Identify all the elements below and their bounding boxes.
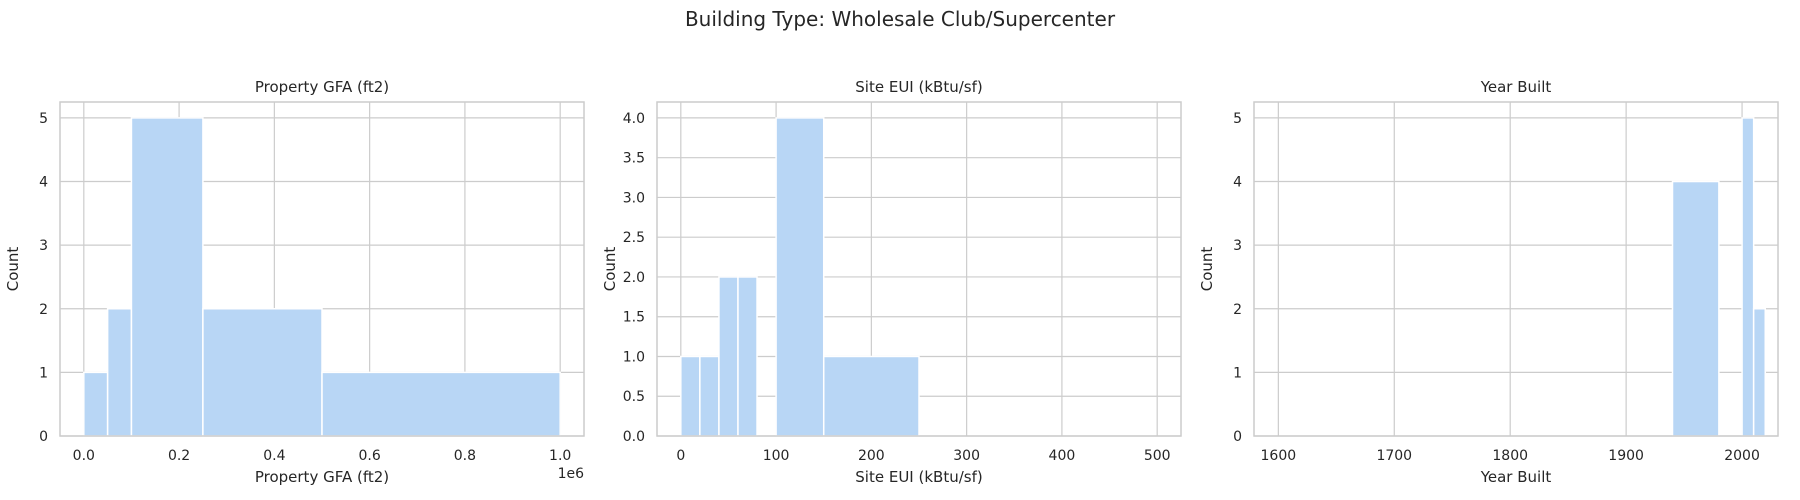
y-tick-label-3: 2 bbox=[1233, 302, 1242, 318]
y-axis-label: Count bbox=[601, 247, 619, 292]
x-tick-label-2: 0.2 bbox=[168, 448, 190, 464]
histogram-bar-5 bbox=[775, 117, 825, 437]
x-tick-label-3: 200 bbox=[858, 448, 885, 464]
x-tick-label-5: 0.8 bbox=[454, 448, 476, 464]
x-tick-label-6: 1.0 bbox=[549, 448, 571, 464]
histogram-bar-2 bbox=[1741, 117, 1755, 437]
y-tick-label-4: 3 bbox=[1233, 238, 1242, 254]
x-tick-label-1: 0 bbox=[676, 448, 685, 464]
axes-frame bbox=[656, 101, 1182, 437]
x-tick-label-1: 0.0 bbox=[73, 448, 95, 464]
histogram-bar-1 bbox=[1671, 180, 1720, 437]
y-tick-label-5: 2.0 bbox=[623, 270, 645, 286]
histogram-bar-3 bbox=[130, 117, 204, 437]
y-axis-label: Count bbox=[4, 247, 22, 292]
y-tick-label-9: 4.0 bbox=[623, 111, 645, 127]
x-tick-label-2: 1700 bbox=[1376, 448, 1412, 464]
x-tick-label-1: 1600 bbox=[1261, 448, 1297, 464]
y-tick-label-2: 1 bbox=[1233, 365, 1242, 381]
histogram-bar-3 bbox=[1752, 308, 1766, 437]
x-axis-label: Site EUI (kBtu/sf) bbox=[855, 468, 982, 486]
x-tick-label-4: 0.6 bbox=[359, 448, 381, 464]
x-tick-label-3: 1800 bbox=[1492, 448, 1528, 464]
y-tick-label-8: 3.5 bbox=[623, 151, 645, 167]
y-axis-label: Count bbox=[1198, 247, 1216, 292]
y-tick-label-3: 1.0 bbox=[623, 349, 645, 365]
y-tick-label-4: 3 bbox=[39, 238, 48, 254]
x-tick-label-4: 300 bbox=[953, 448, 980, 464]
histogram-bar-6 bbox=[822, 355, 920, 437]
histogram-bar-3 bbox=[718, 276, 739, 437]
axes-frame bbox=[1253, 101, 1779, 437]
chart-title: Year Built bbox=[1480, 78, 1552, 96]
x-axis-offset-label: 1e6 bbox=[558, 466, 585, 482]
histogram-bar-1 bbox=[83, 371, 109, 437]
y-tick-label-6: 5 bbox=[1233, 111, 1242, 127]
y-tick-label-5: 4 bbox=[39, 175, 48, 191]
y-tick-label-1: 0.0 bbox=[623, 429, 645, 445]
x-tick-label-3: 0.4 bbox=[263, 448, 285, 464]
chart-panel-3: 1600 1700 1800 1900 2000 0 1 2 3 4 5 Year Built Year… bbox=[1198, 78, 1779, 486]
x-axis-label: Year Built bbox=[1480, 468, 1552, 486]
y-tick-label-1: 0 bbox=[1233, 429, 1242, 445]
x-tick-label-2: 100 bbox=[763, 448, 790, 464]
x-tick-label-6: 500 bbox=[1144, 448, 1171, 464]
y-tick-label-2: 1 bbox=[39, 365, 48, 381]
x-tick-label-5: 400 bbox=[1049, 448, 1076, 464]
y-tick-label-2: 0.5 bbox=[623, 389, 645, 405]
y-tick-label-3: 2 bbox=[39, 302, 48, 318]
x-tick-label-5: 2000 bbox=[1724, 448, 1760, 464]
axes-frame bbox=[59, 101, 585, 437]
y-tick-label-4: 1.5 bbox=[623, 310, 645, 326]
chart-panel-1: 0.0 0.2 0.4 0.6 0.8 1.0 0 1 2 3 4 5 Property GFA (ft… bbox=[4, 78, 585, 486]
histogram-bar-2 bbox=[106, 308, 133, 437]
histogram-bar-2 bbox=[699, 355, 720, 437]
y-tick-label-7: 3.0 bbox=[623, 190, 645, 206]
histogram-bar-1 bbox=[680, 355, 701, 437]
chart-panel-2: 0 100 200 300 400 500 0.0 0.5 1.0 1.5 2.0 2.5 3.0 3.5… bbox=[601, 78, 1182, 486]
figure-suptitle: Building Type: Wholesale Club/Supercente… bbox=[685, 7, 1116, 31]
chart-title: Property GFA (ft2) bbox=[255, 78, 389, 96]
y-tick-label-6: 2.5 bbox=[623, 230, 645, 246]
histogram-bar-4 bbox=[737, 276, 758, 437]
y-tick-label-5: 4 bbox=[1233, 175, 1242, 191]
y-tick-label-1: 0 bbox=[39, 429, 48, 445]
y-tick-label-6: 5 bbox=[39, 111, 48, 127]
x-axis-label: Property GFA (ft2) bbox=[255, 468, 389, 486]
chart-title: Site EUI (kBtu/sf) bbox=[855, 78, 982, 96]
histogram-bar-4 bbox=[202, 308, 323, 437]
histogram-bar-5 bbox=[321, 371, 561, 437]
x-tick-label-4: 1900 bbox=[1608, 448, 1644, 464]
